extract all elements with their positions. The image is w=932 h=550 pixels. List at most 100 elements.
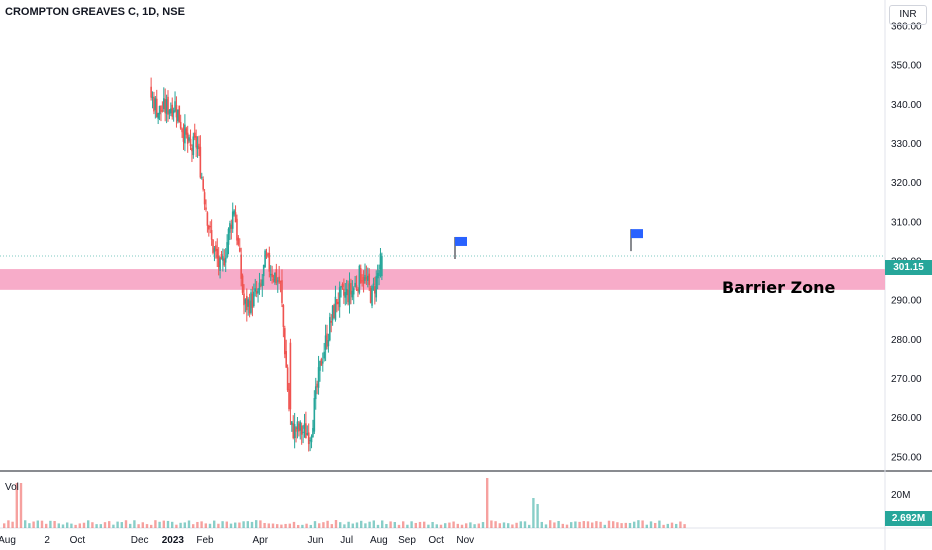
volume-bar — [544, 524, 548, 528]
volume-bar — [490, 520, 493, 528]
volume-bar — [628, 522, 632, 528]
candle-body — [154, 98, 157, 110]
volume-bar — [40, 520, 44, 528]
x-tick-label: Nov — [456, 535, 474, 546]
candle-body — [195, 136, 197, 148]
candle-body — [162, 98, 165, 110]
candle-body — [177, 109, 179, 122]
candle-body — [186, 132, 189, 144]
volume-bar — [372, 520, 375, 528]
volume-bar — [570, 522, 573, 528]
candle-body — [248, 300, 251, 314]
volume-bar — [645, 524, 648, 528]
candle-body — [319, 360, 321, 371]
x-tick-label: 2023 — [162, 535, 185, 546]
candle-body — [224, 257, 227, 263]
volume-bar — [32, 521, 35, 528]
volume-bar — [599, 521, 602, 528]
y-tick-label: 330.00 — [891, 139, 922, 150]
volume-bar — [53, 520, 56, 528]
y-tick-label: 250.00 — [891, 452, 922, 463]
volume-bar — [238, 522, 241, 528]
candle-body — [158, 105, 161, 115]
volume-bar — [49, 520, 52, 528]
volume-bar — [259, 520, 262, 528]
candle-body — [202, 179, 204, 190]
candle-body — [282, 305, 285, 327]
volume-bar — [95, 524, 98, 528]
candle-body — [333, 304, 335, 318]
volume-bar — [519, 521, 522, 528]
x-tick-label: Aug — [370, 535, 388, 546]
volume-bar — [267, 523, 270, 528]
volume-bar — [364, 523, 367, 528]
candle-body — [358, 265, 361, 293]
volume-bar — [532, 498, 535, 528]
candle-body — [272, 279, 275, 281]
currency-button[interactable]: INR — [889, 5, 927, 25]
candle-body — [324, 335, 327, 350]
volume-bar — [334, 520, 338, 528]
candle-body — [181, 128, 183, 133]
x-tick-label: Sep — [398, 535, 416, 546]
volume-bar — [124, 520, 128, 528]
volume-bar — [217, 523, 220, 528]
candle-body — [361, 280, 363, 282]
candle-body — [372, 283, 375, 285]
x-tick-label: Jun — [307, 535, 323, 546]
volume-bar — [78, 523, 81, 528]
candle-body — [213, 248, 216, 252]
volume-bar — [368, 521, 371, 528]
candle-body — [312, 428, 314, 438]
barrier-zone-rect — [0, 269, 885, 290]
volume-bar — [305, 523, 308, 528]
candle-body — [341, 284, 344, 287]
candle-body — [188, 137, 190, 141]
candle-body — [160, 105, 162, 112]
candle-body — [300, 425, 303, 435]
candle-body — [302, 431, 304, 433]
volume-bar — [595, 521, 598, 528]
candle-body — [184, 124, 186, 144]
y-tick-label: 360.00 — [891, 21, 922, 32]
volume-bar — [284, 523, 287, 528]
candle-body — [258, 282, 261, 290]
volume-bar — [402, 521, 405, 528]
volume-bar — [234, 522, 237, 528]
candle-body — [281, 280, 283, 303]
volume-bar — [208, 523, 212, 528]
volume-bar — [103, 522, 107, 528]
candle-body — [193, 132, 196, 138]
candle-body — [378, 270, 380, 277]
candle-body — [375, 275, 378, 298]
volume-bar — [586, 521, 590, 528]
y-tick-label: 290.00 — [891, 296, 922, 307]
candle-body — [223, 258, 226, 266]
candle-body — [307, 432, 310, 445]
candle-body — [164, 99, 166, 114]
candle-body — [330, 320, 333, 323]
candle-body — [172, 110, 175, 114]
volume-bar — [675, 523, 678, 528]
volume-bar — [612, 521, 615, 528]
volume-bar — [19, 483, 23, 528]
volume-bar — [410, 521, 413, 528]
volume-bar — [45, 523, 48, 528]
volume-bar — [87, 520, 90, 528]
candle-body — [216, 248, 219, 259]
volume-bar — [641, 520, 644, 528]
volume-bar — [448, 522, 451, 528]
volume-bar — [494, 521, 497, 528]
candle-body — [299, 421, 302, 431]
volume-bar — [381, 520, 384, 528]
volume-bar — [435, 524, 438, 528]
candle-body — [182, 131, 185, 142]
candle-body — [344, 292, 347, 298]
candle-body — [309, 440, 311, 442]
candle-body — [208, 225, 210, 230]
candle-body — [251, 293, 254, 308]
volume-bar — [276, 524, 279, 528]
candle-body — [316, 383, 318, 388]
candle-body — [357, 288, 359, 291]
